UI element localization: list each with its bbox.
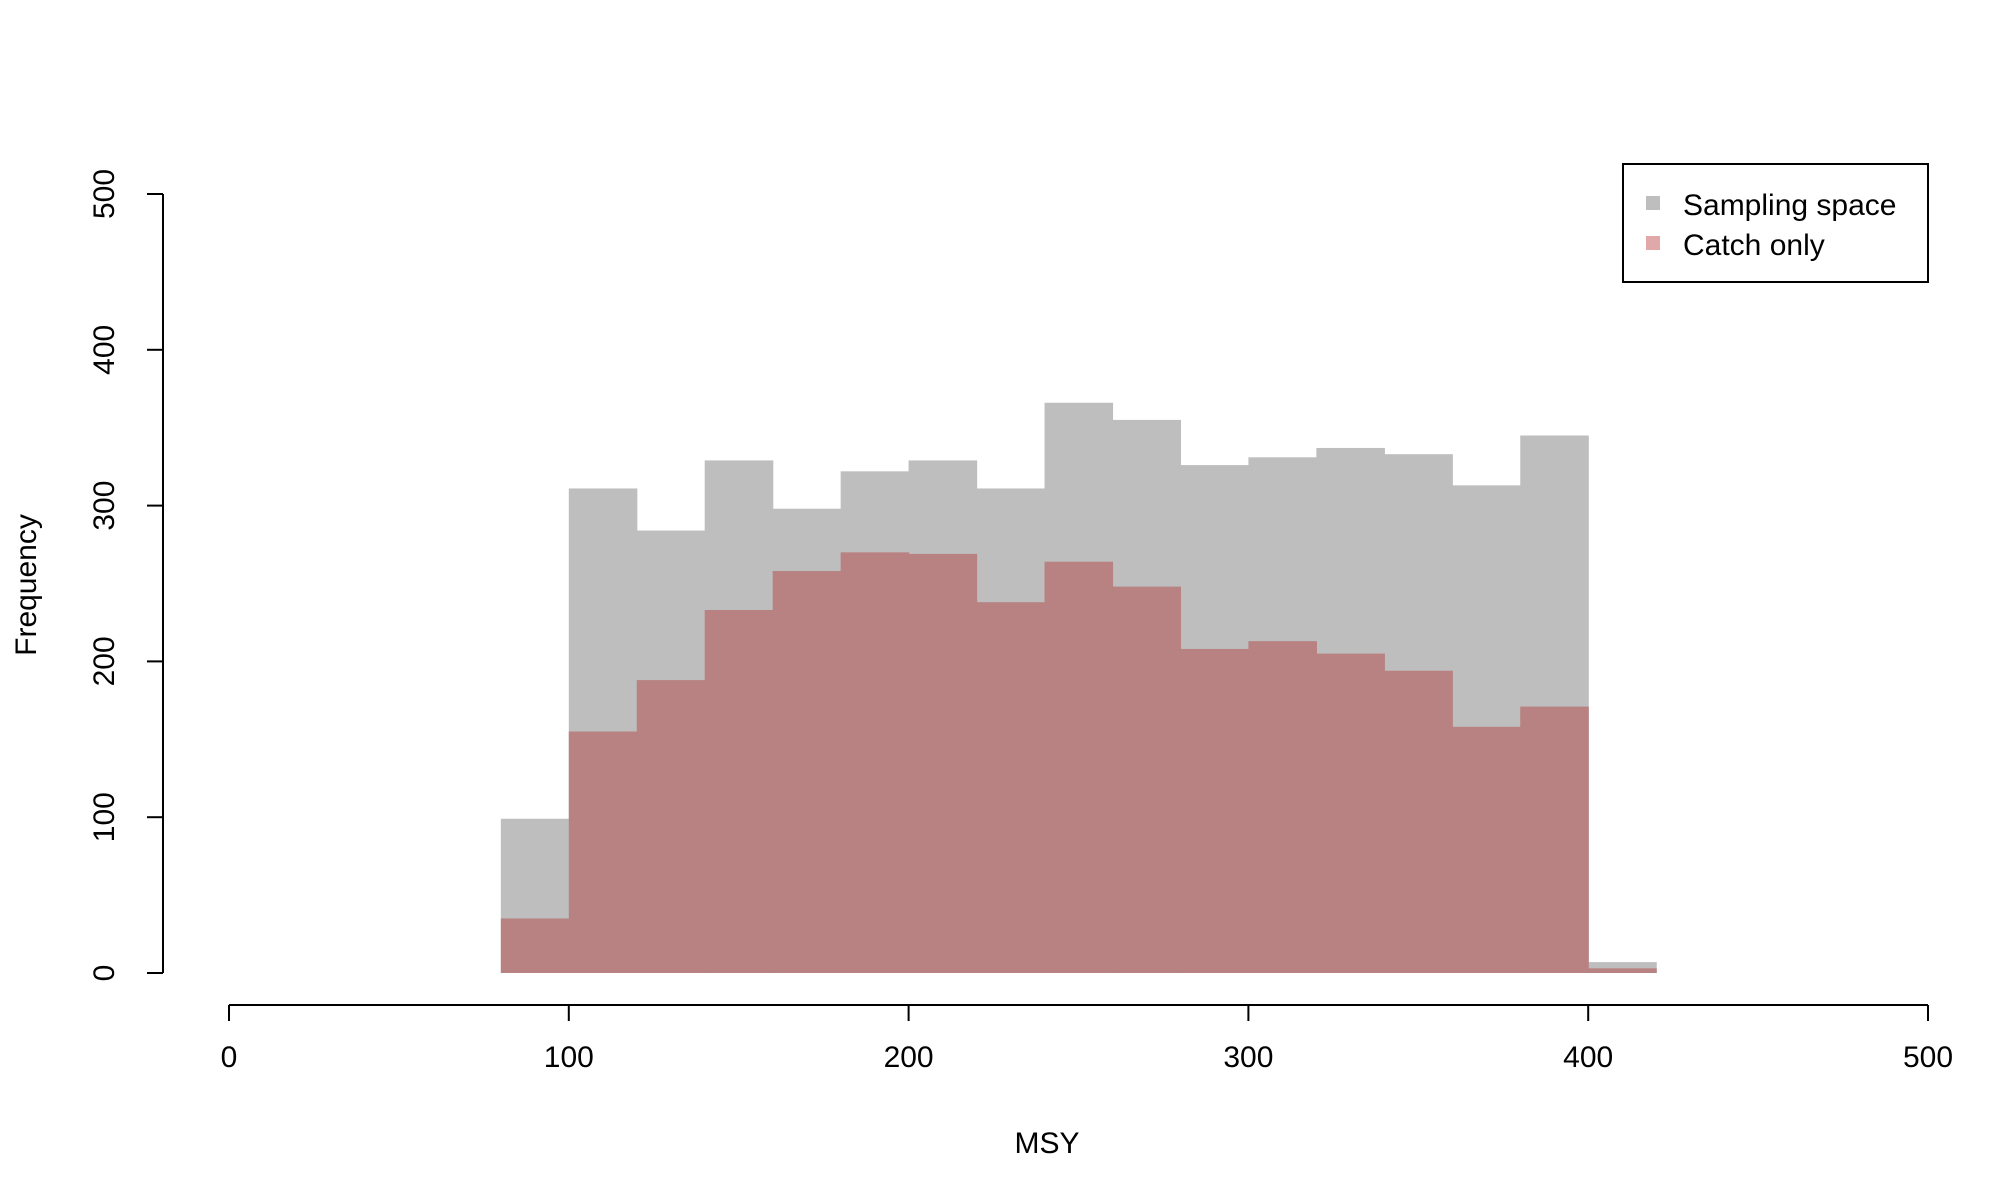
bar-catch-only-180-200 (840, 552, 910, 973)
x-axis-label: MSY (1014, 1127, 1079, 1160)
bar-catch-only-400-420 (1588, 968, 1657, 973)
y-tick-label: 0 (88, 965, 121, 982)
bar-catch-only-260-280 (1112, 586, 1182, 973)
x-tick-label: 100 (544, 1041, 594, 1074)
bar-catch-only-320-340 (1316, 653, 1385, 973)
bar-catch-only-120-140 (636, 680, 706, 973)
x-tick-label: 400 (1563, 1041, 1613, 1074)
bar-catch-only-80-100 (500, 918, 570, 973)
bar-catch-only-160-180 (772, 571, 842, 973)
legend-label-sampling-space: Sampling space (1683, 189, 1896, 222)
bar-catch-only-220-240 (976, 602, 1046, 973)
x-tick-label: 300 (1223, 1041, 1273, 1074)
y-tick-label: 200 (88, 636, 121, 686)
legend: Sampling space Catch only (1622, 163, 1929, 283)
bar-catch-only-340-360 (1384, 670, 1453, 973)
x-tick-label: 500 (1903, 1041, 1953, 1074)
y-tick-label: 400 (88, 325, 121, 375)
bar-catch-only-300-320 (1248, 641, 1317, 973)
bar-catch-only-360-380 (1452, 726, 1521, 973)
x-tick-label: 0 (221, 1041, 238, 1074)
bar-catch-only-200-220 (908, 553, 978, 973)
bar-sampling-space-400-420 (1588, 962, 1657, 973)
bar-catch-only-280-300 (1180, 648, 1249, 973)
y-axis-label: Frequency (10, 514, 43, 656)
bar-catch-only-100-120 (568, 731, 638, 973)
legend-label-catch-only: Catch only (1683, 229, 1825, 262)
bar-catch-only-240-260 (1044, 561, 1114, 973)
legend-swatch-catch-only (1646, 236, 1660, 250)
y-tick-label: 300 (88, 481, 121, 531)
bars-layer (500, 402, 1657, 974)
bar-catch-only-380-400 (1520, 706, 1589, 973)
legend-box (1622, 163, 1929, 283)
axes-layer: 0 100 200 300 400 500 0 100 200 300 400 500 (88, 169, 1953, 1074)
x-tick-label: 200 (884, 1041, 934, 1074)
legend-swatch-sampling-space (1646, 196, 1660, 210)
bar-catch-only-140-160 (704, 609, 774, 973)
y-tick-label: 500 (88, 169, 121, 219)
y-tick-label: 100 (88, 792, 121, 842)
